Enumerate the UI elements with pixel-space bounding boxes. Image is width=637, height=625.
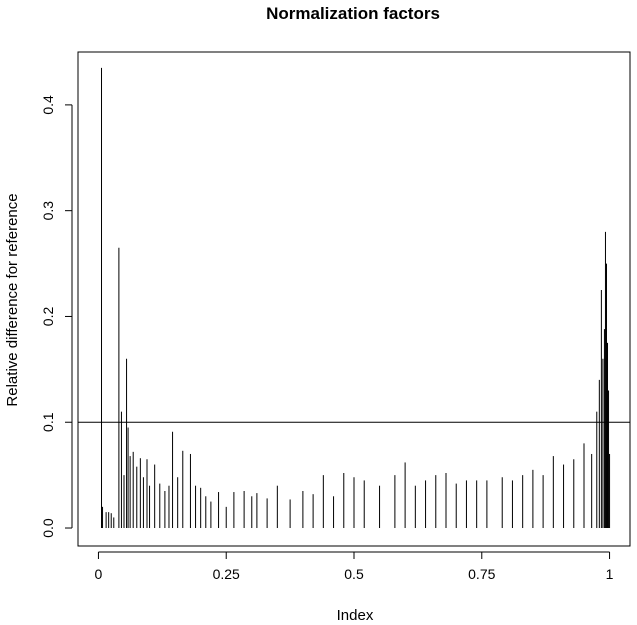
y-axis-label: Relative difference for reference [4, 193, 21, 406]
y-tick-label: 0.3 [40, 201, 56, 221]
x-tick-label: 0 [95, 566, 103, 582]
y-tick-label: 0.1 [40, 412, 56, 432]
y-axis: 0.0 0.1 0.2 0.3 0.4 [40, 95, 73, 538]
y-tick-label: 0.4 [40, 95, 56, 115]
x-tick-label: 1 [606, 566, 614, 582]
y-tick-label: 0.2 [40, 307, 56, 327]
chart-title: Normalization factors [266, 4, 440, 23]
x-axis: 0 0.25 0.5 0.75 1 [95, 551, 614, 582]
bar-series [101, 67, 611, 529]
x-tick-label: 0.25 [213, 566, 240, 582]
x-axis-label: Index [337, 607, 374, 624]
plot-frame [77, 51, 631, 547]
x-tick-label: 0.75 [468, 566, 495, 582]
x-tick-label: 0.5 [344, 566, 364, 582]
y-tick-label: 0.0 [40, 518, 56, 538]
